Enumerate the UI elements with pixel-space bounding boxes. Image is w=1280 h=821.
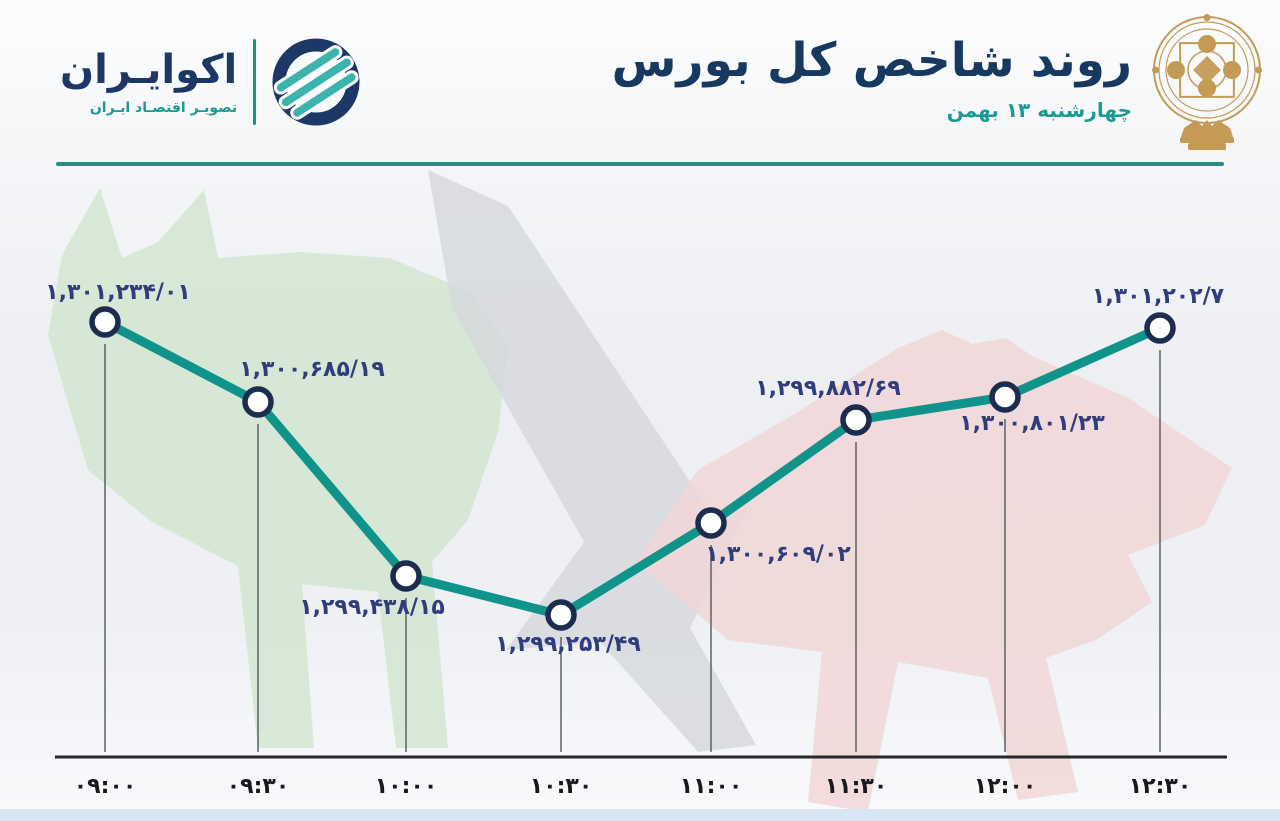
x-tick-09-00: ۰۹:۰۰	[73, 774, 137, 799]
bear-silhouette	[636, 330, 1232, 812]
brand-divider	[253, 39, 257, 125]
x-tick-10-30: ۱۰:۳۰	[529, 774, 593, 799]
brand-name: اکوایـران	[60, 47, 238, 93]
bottom-strip	[0, 809, 1280, 821]
page-title: روند شاخص کل بورس	[611, 33, 1132, 88]
x-tick-11-00: ۱۱:۰۰	[679, 774, 743, 799]
header-divider	[56, 162, 1224, 166]
data-point-11-30	[840, 404, 872, 436]
data-point-09-30	[242, 386, 274, 418]
tse-emblem-icon	[1152, 14, 1262, 150]
data-label-12-00: ۱,۳۰۰,۸۰۱/۲۳	[959, 411, 1105, 436]
x-tick-09-30: ۰۹:۳۰	[226, 774, 290, 799]
page-date: چهارشنبه ۱۳ بهمن	[946, 98, 1132, 123]
lightning-zigzag-silhouette	[428, 170, 756, 752]
brand-text: اکوایـران تصویـر اقتصـاد ایـران	[60, 48, 237, 116]
data-point-12-00	[989, 381, 1021, 413]
droplines	[104, 344, 1161, 752]
data-label-09-30: ۱,۳۰۰,۶۸۵/۱۹	[239, 357, 385, 382]
data-label-11-30: ۱,۲۹۹,۸۸۲/۶۹	[755, 376, 901, 401]
data-label-09-00: ۱,۳۰۱,۲۳۴/۰۱	[45, 280, 191, 305]
data-label-11-00: ۱,۳۰۰,۶۰۹/۰۲	[705, 542, 851, 567]
data-point-10-30	[545, 599, 577, 631]
bull-silhouette	[48, 188, 508, 748]
brand-tagline: تصویـر اقتصـاد ایـران	[89, 100, 238, 116]
data-point-10-00	[390, 560, 422, 592]
data-label-10-30: ۱,۲۹۹,۲۵۳/۴۹	[495, 632, 641, 657]
data-point-09-00	[89, 306, 121, 338]
trend-line	[100, 317, 1165, 620]
x-tick-12-00: ۱۲:۰۰	[973, 774, 1037, 799]
data-label-12-30: ۱,۳۰۱,۲۰۲/۷	[1091, 284, 1225, 309]
title-block: روند شاخص کل بورس چهارشنبه ۱۳ بهمن	[611, 33, 1132, 123]
x-tick-12-30: ۱۲:۳۰	[1128, 774, 1192, 799]
data-point-11-00	[695, 507, 727, 539]
data-label-10-00: ۱,۲۹۹,۴۳۸/۱۵	[299, 595, 445, 620]
x-tick-11-30: ۱۱:۳۰	[824, 774, 888, 799]
brand-block: اکوایـران تصویـر اقتصـاد ایـران	[60, 38, 360, 126]
ecoiran-logo-icon	[272, 38, 360, 126]
data-point-12-30	[1144, 312, 1176, 344]
x-tick-10-00: ۱۰:۰۰	[374, 774, 438, 799]
data-points	[89, 306, 1176, 631]
